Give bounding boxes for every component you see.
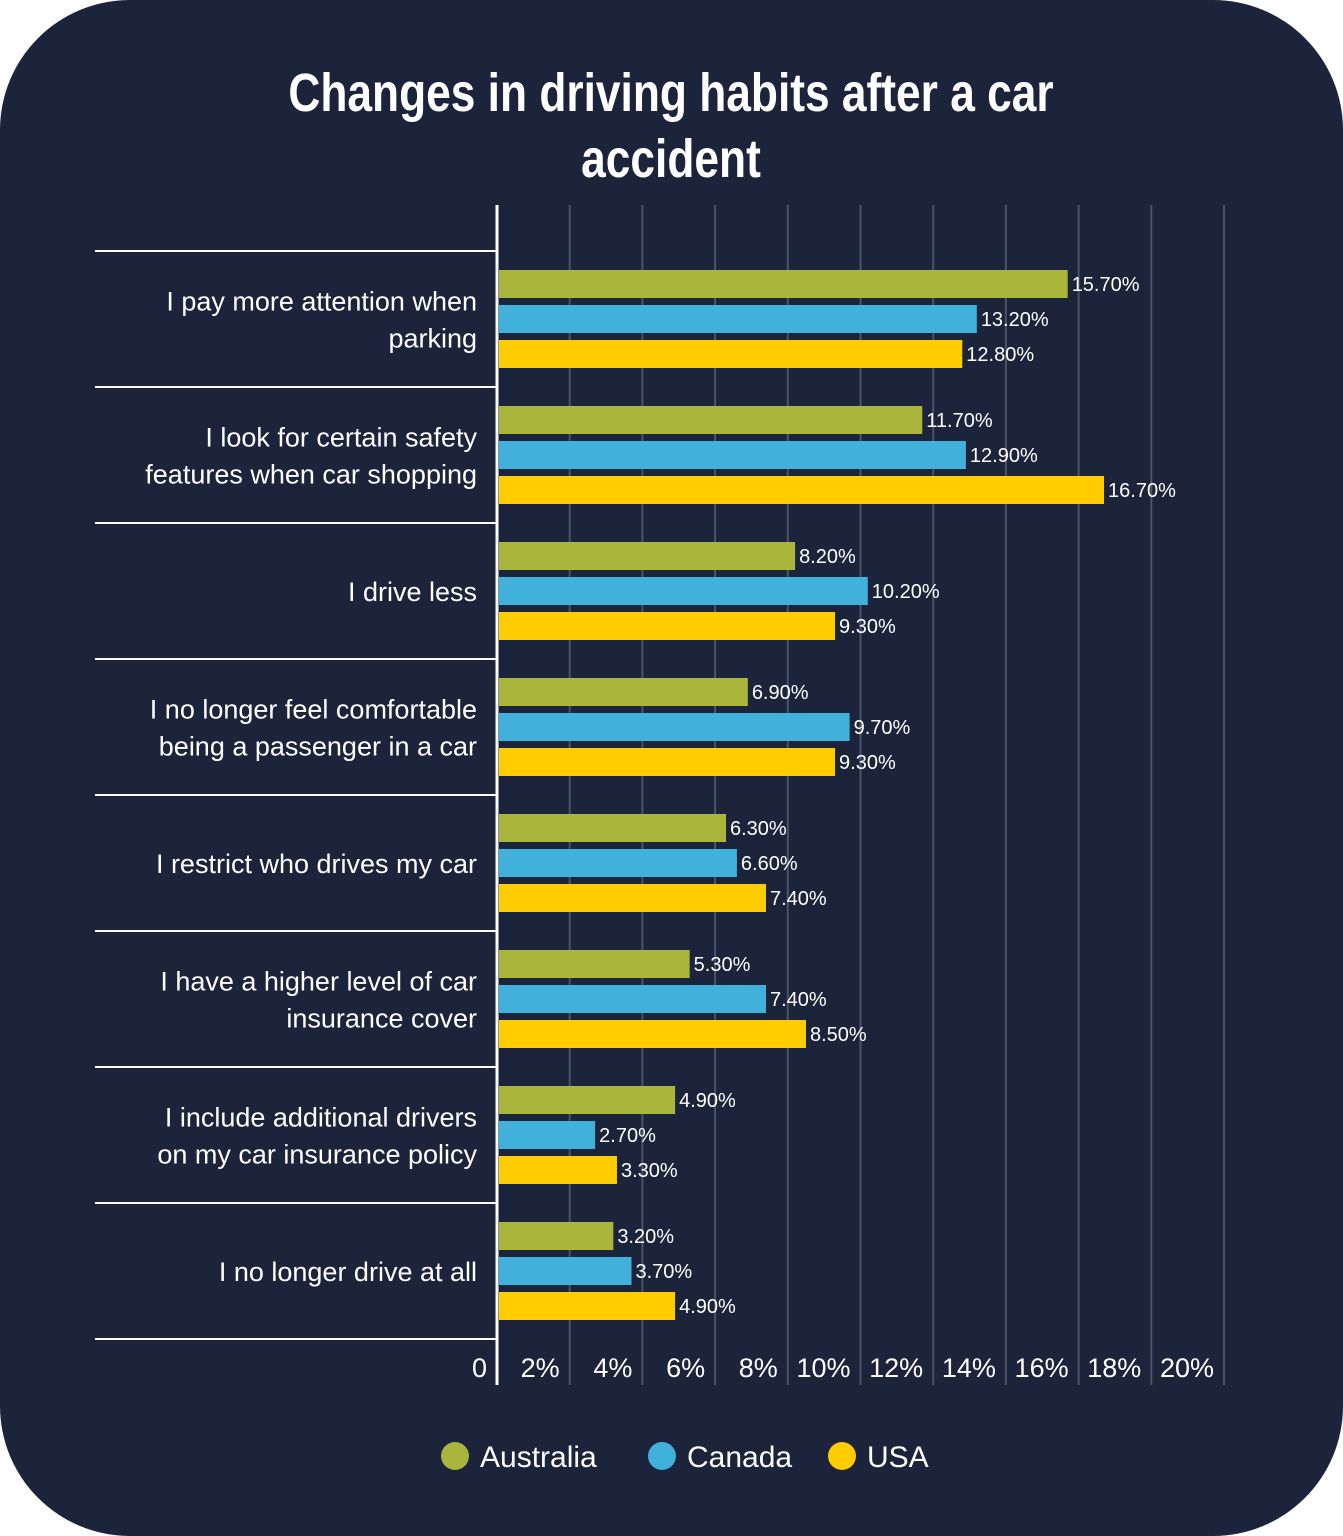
x-tick-label: 14%: [942, 1353, 996, 1383]
bar-canada: [499, 849, 737, 877]
bar-canada: [499, 1257, 632, 1285]
legend-marker-usa: [828, 1442, 856, 1470]
category-label: being a passenger in a car: [159, 732, 477, 762]
category-label: I restrict who drives my car: [156, 849, 477, 879]
x-tick-label: 2%: [521, 1353, 560, 1383]
data-label: 16.70%: [1108, 480, 1176, 502]
category-label: I look for certain safety: [205, 423, 477, 453]
x-tick-label: 0: [472, 1353, 487, 1383]
bar-usa: [499, 1020, 806, 1048]
bar-australia: [499, 1222, 614, 1250]
data-label: 12.90%: [970, 445, 1038, 467]
bar-canada: [499, 1121, 596, 1149]
x-tick-label: 16%: [1015, 1353, 1069, 1383]
bar-canada: [499, 985, 766, 1013]
legend-label: Canada: [687, 1441, 792, 1474]
bar-australia: [499, 814, 727, 842]
legend-label: Australia: [480, 1441, 597, 1474]
data-label: 6.30%: [730, 818, 787, 840]
category-label: insurance cover: [286, 1004, 477, 1034]
data-label: 3.20%: [617, 1226, 674, 1248]
legend-label: USA: [867, 1441, 929, 1474]
data-label: 9.30%: [839, 616, 896, 638]
data-label: 7.40%: [770, 989, 827, 1011]
x-tick-label: 20%: [1160, 1353, 1214, 1383]
data-label: 4.90%: [679, 1090, 736, 1112]
bar-usa: [499, 1292, 676, 1320]
category-label: I no longer feel comfortable: [150, 695, 477, 725]
category-label: I pay more attention when: [166, 287, 477, 317]
bar-australia: [499, 542, 796, 570]
data-label: 5.30%: [694, 954, 751, 976]
legend-marker-canada: [648, 1442, 676, 1470]
category-label: I have a higher level of car: [160, 967, 477, 997]
data-label: 9.30%: [839, 752, 896, 774]
data-label: 3.70%: [635, 1261, 692, 1283]
bar-australia: [499, 678, 748, 706]
bar-usa: [499, 612, 836, 640]
bar-canada: [499, 713, 850, 741]
bar-usa: [499, 748, 836, 776]
data-label: 8.20%: [799, 546, 856, 568]
bar-canada: [499, 305, 977, 333]
x-tick-label: 18%: [1087, 1353, 1141, 1383]
x-tick-label: 6%: [666, 1353, 705, 1383]
category-label: I include additional drivers: [165, 1103, 477, 1133]
bar-australia: [499, 406, 923, 434]
data-label: 10.20%: [872, 581, 940, 603]
data-label: 13.20%: [981, 309, 1049, 331]
bar-usa: [499, 476, 1105, 504]
data-label: 8.50%: [810, 1024, 867, 1046]
category-label: on my car insurance policy: [157, 1140, 477, 1170]
bar-canada: [499, 577, 868, 605]
bar-australia: [499, 950, 690, 978]
x-tick-label: 12%: [869, 1353, 923, 1383]
data-label: 4.90%: [679, 1296, 736, 1318]
legend-marker-australia: [441, 1442, 469, 1470]
bar-usa: [499, 884, 766, 912]
bar-australia: [499, 1086, 676, 1114]
x-tick-label: 4%: [593, 1353, 632, 1383]
category-label: parking: [388, 324, 477, 354]
data-label: 6.90%: [752, 682, 809, 704]
category-label: I no longer drive at all: [219, 1257, 477, 1287]
category-label: features when car shopping: [145, 460, 477, 490]
data-label: 15.70%: [1072, 274, 1140, 296]
data-label: 11.70%: [926, 410, 993, 432]
data-label: 3.30%: [621, 1160, 678, 1182]
x-tick-label: 10%: [796, 1353, 850, 1383]
bar-australia: [499, 270, 1068, 298]
x-tick-label: 8%: [739, 1353, 778, 1383]
data-label: 12.80%: [966, 344, 1034, 366]
bar-usa: [499, 340, 963, 368]
data-label: 7.40%: [770, 888, 827, 910]
chart-title: Changes in driving habits after a car ac…: [288, 63, 1054, 189]
data-label: 6.60%: [741, 853, 798, 875]
bar-canada: [499, 441, 966, 469]
data-label: 9.70%: [854, 717, 911, 739]
data-label: 2.70%: [599, 1125, 656, 1147]
bar-usa: [499, 1156, 617, 1184]
category-label: I drive less: [348, 577, 477, 607]
